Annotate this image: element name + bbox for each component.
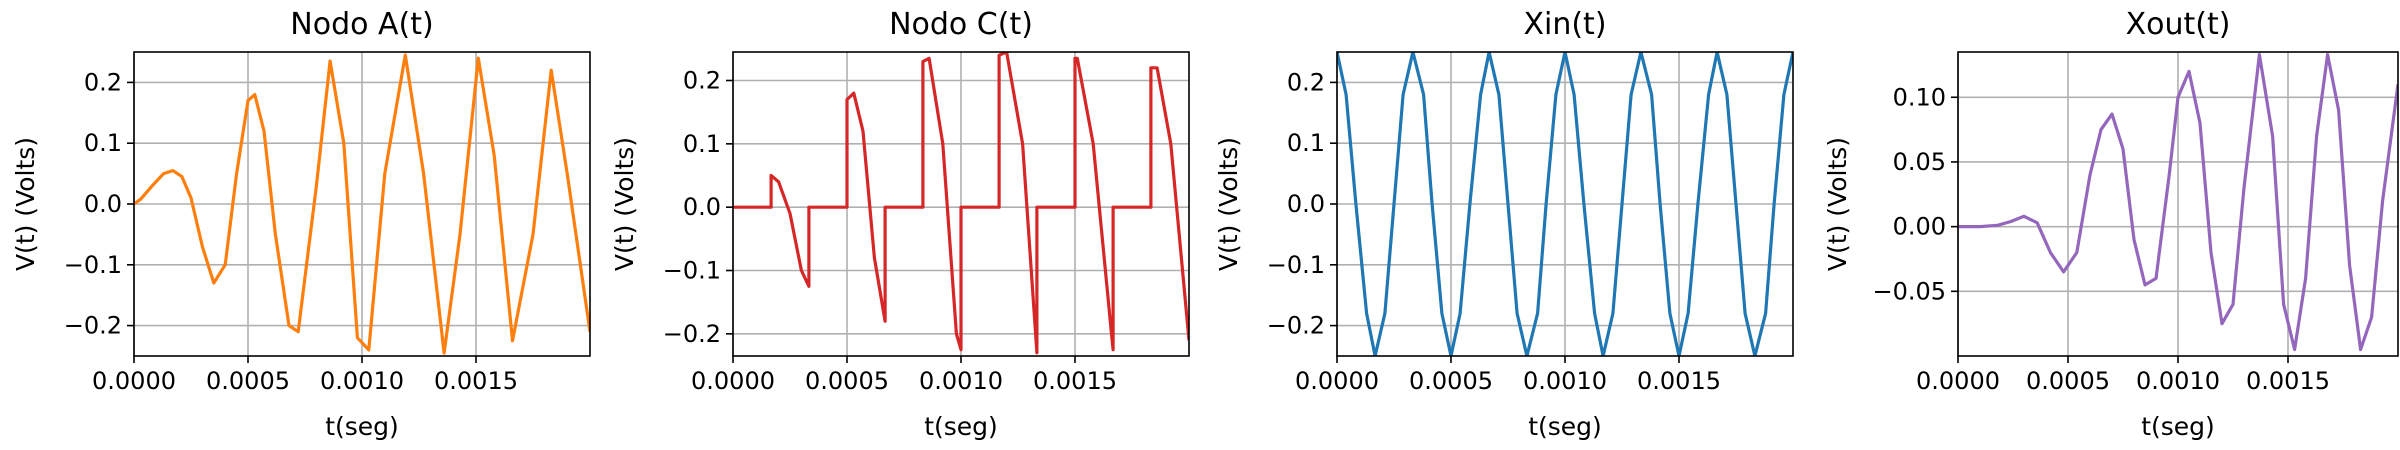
- chart-title: Xout(t): [2126, 7, 2231, 42]
- y-tick-label: 0.2: [683, 67, 721, 95]
- chart-title: Nodo C(t): [889, 7, 1033, 42]
- subplot-1: 0.0000 0.0005 0.0010 0.0015 −0.2 −0.1 0.0 0.1 0.…: [11, 7, 591, 441]
- y-tick-label: −0.2: [1267, 312, 1325, 340]
- y-tick-label: −0.2: [663, 320, 721, 348]
- y-tick-label: 0.0: [1287, 190, 1325, 218]
- y-tick-label: 0.10: [1893, 83, 1946, 111]
- chart-title: Nodo A(t): [290, 7, 433, 42]
- x-tick-label: 0.0000: [92, 367, 176, 395]
- x-axis-label: t(seg): [924, 412, 998, 441]
- x-axis-label: t(seg): [2141, 412, 2215, 441]
- x-tick-label: 0.0015: [2246, 367, 2330, 395]
- series-line: [733, 52, 1189, 355]
- x-tick-label: 0.0000: [1916, 367, 2000, 395]
- subplot-4: 0.0000 0.0005 0.0010 0.0015 −0.05 0.00 0.05 0.1…: [1823, 7, 2399, 441]
- x-tick-label: 0.0010: [919, 367, 1003, 395]
- x-tick-label: 0.0005: [805, 367, 889, 395]
- y-tick-label: 0.1: [683, 130, 721, 158]
- y-tick-label: 0.0: [683, 193, 721, 221]
- y-tick-label: −0.05: [1872, 277, 1946, 305]
- y-axis-label: V(t) (Volts): [1214, 137, 1243, 271]
- x-tick-label: 0.0010: [320, 367, 404, 395]
- x-axis-label: t(seg): [325, 412, 399, 441]
- y-tick-label: 0.0: [84, 190, 122, 218]
- y-axis-label: V(t) (Volts): [11, 137, 40, 271]
- y-tick-label: −0.1: [1267, 251, 1325, 279]
- y-axis-label: V(t) (Volts): [610, 137, 639, 271]
- y-tick-label: 0.2: [84, 68, 122, 96]
- x-tick-label: 0.0015: [1033, 367, 1117, 395]
- y-tick-label: 0.2: [1287, 68, 1325, 96]
- subplot-2: 0.0000 0.0005 0.0010 0.0015 −0.2 −0.1 0.0 0.1 0.…: [610, 7, 1190, 441]
- x-axis-label: t(seg): [1528, 412, 1602, 441]
- series-line: [134, 53, 590, 355]
- x-tick-label: 0.0000: [691, 367, 775, 395]
- y-tick-label: 0.1: [1287, 129, 1325, 157]
- y-tick-label: −0.2: [64, 312, 122, 340]
- y-tick-label: 0.1: [84, 129, 122, 157]
- y-tick-label: 0.00: [1893, 213, 1946, 241]
- x-tick-label: 0.0015: [434, 367, 518, 395]
- series-line: [1958, 52, 2398, 352]
- y-tick-label: −0.1: [663, 257, 721, 285]
- x-tick-label: 0.0010: [2136, 367, 2220, 395]
- x-tick-label: 0.0015: [1637, 367, 1721, 395]
- y-tick-label: −0.1: [64, 251, 122, 279]
- subplot-3: 0.0000 0.0005 0.0010 0.0015 −0.2 −0.1 0.0 0.1 0.…: [1214, 7, 1794, 441]
- x-tick-label: 0.0010: [1523, 367, 1607, 395]
- y-tick-label: 0.05: [1893, 148, 1946, 176]
- x-tick-label: 0.0005: [2026, 367, 2110, 395]
- chart-title: Xin(t): [1523, 7, 1606, 42]
- x-tick-label: 0.0005: [1409, 367, 1493, 395]
- x-tick-label: 0.0000: [1295, 367, 1379, 395]
- x-tick-label: 0.0005: [206, 367, 290, 395]
- y-axis-label: V(t) (Volts): [1823, 137, 1852, 271]
